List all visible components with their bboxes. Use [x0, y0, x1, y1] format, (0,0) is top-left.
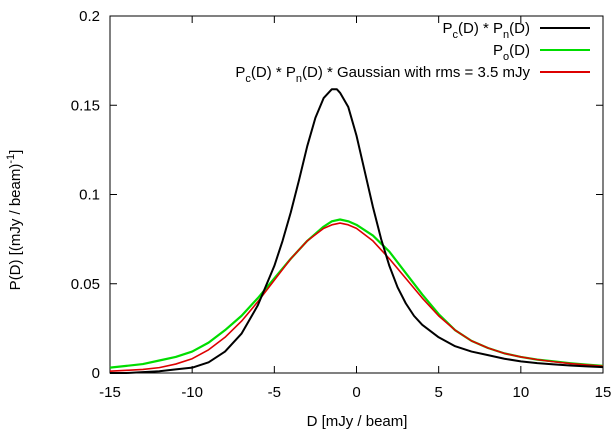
- series-line-2: [109, 222, 604, 373]
- x-tick-label: 5: [434, 384, 442, 401]
- x-tick-label: 15: [595, 384, 612, 401]
- x-tick-label: -15: [99, 384, 121, 401]
- x-tick-label: 0: [352, 384, 360, 401]
- x-tick-label: -10: [181, 384, 203, 401]
- x-tick-label: -5: [268, 384, 281, 401]
- legend: Pc(D) * Pn(D)Po(D)Pc(D) * Pn(D) * Gaussi…: [235, 20, 590, 85]
- y-axis: 0 0.05 0.1 0.15 0.2: [71, 8, 603, 382]
- y-tick-label: 0.05: [71, 276, 100, 293]
- legend-label-1: Po(D): [493, 42, 530, 63]
- y-tick-label: 0.2: [79, 8, 100, 25]
- y-tick-label: 0.15: [71, 97, 100, 114]
- series-line-1: [109, 218, 604, 369]
- series-group: [109, 88, 604, 374]
- x-tick-label: 10: [512, 384, 529, 401]
- series-line-0: [110, 88, 604, 374]
- y-tick-label: 0.1: [79, 187, 100, 204]
- y-axis-title: P(D) [(mJy / beam)-1]: [5, 150, 24, 291]
- legend-label-2: Pc(D) * Pn(D) * Gaussian with rms = 3.5 …: [235, 64, 530, 85]
- y-tick-label: 0: [92, 365, 100, 382]
- x-axis-title: D [mJy / beam]: [307, 413, 408, 430]
- legend-label-0: Pc(D) * Pn(D): [443, 20, 530, 41]
- x-axis: -15 -10 -5 0 5 10 15: [99, 16, 611, 401]
